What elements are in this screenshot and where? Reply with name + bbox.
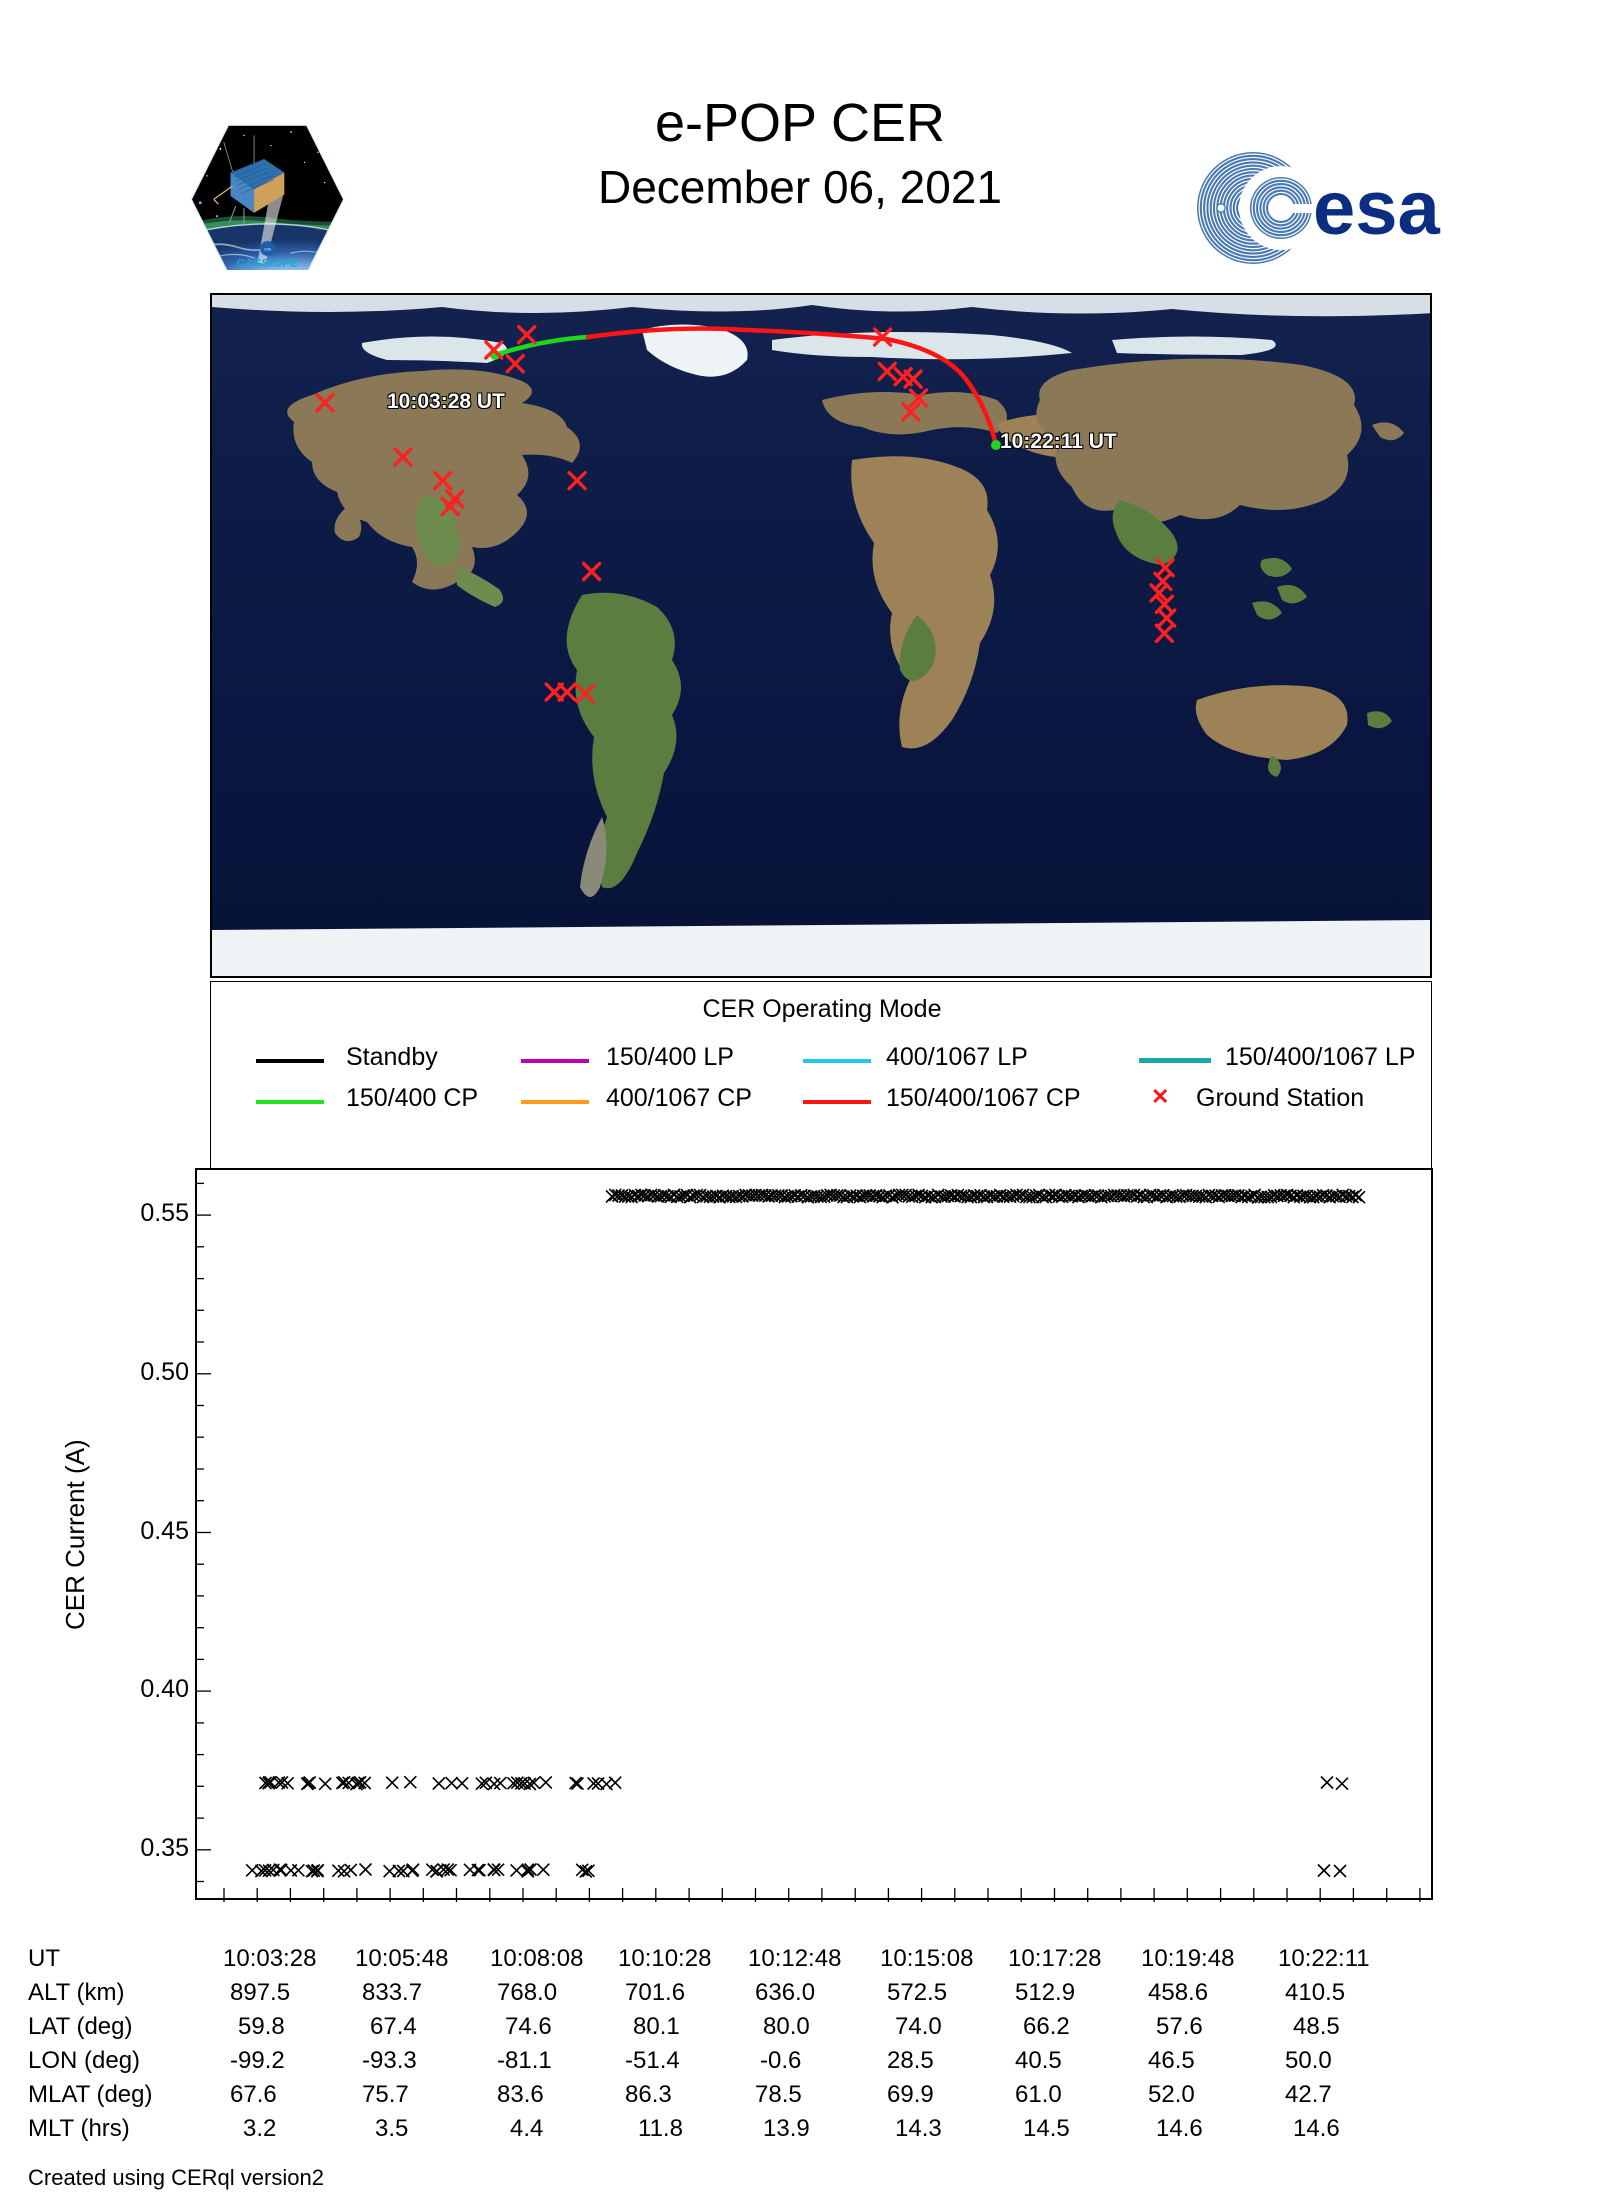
svg-text:CASSIOPE: CASSIOPE xyxy=(237,258,299,270)
svg-text:CSA: CSA xyxy=(264,247,272,251)
svg-text:esa: esa xyxy=(1313,166,1441,251)
